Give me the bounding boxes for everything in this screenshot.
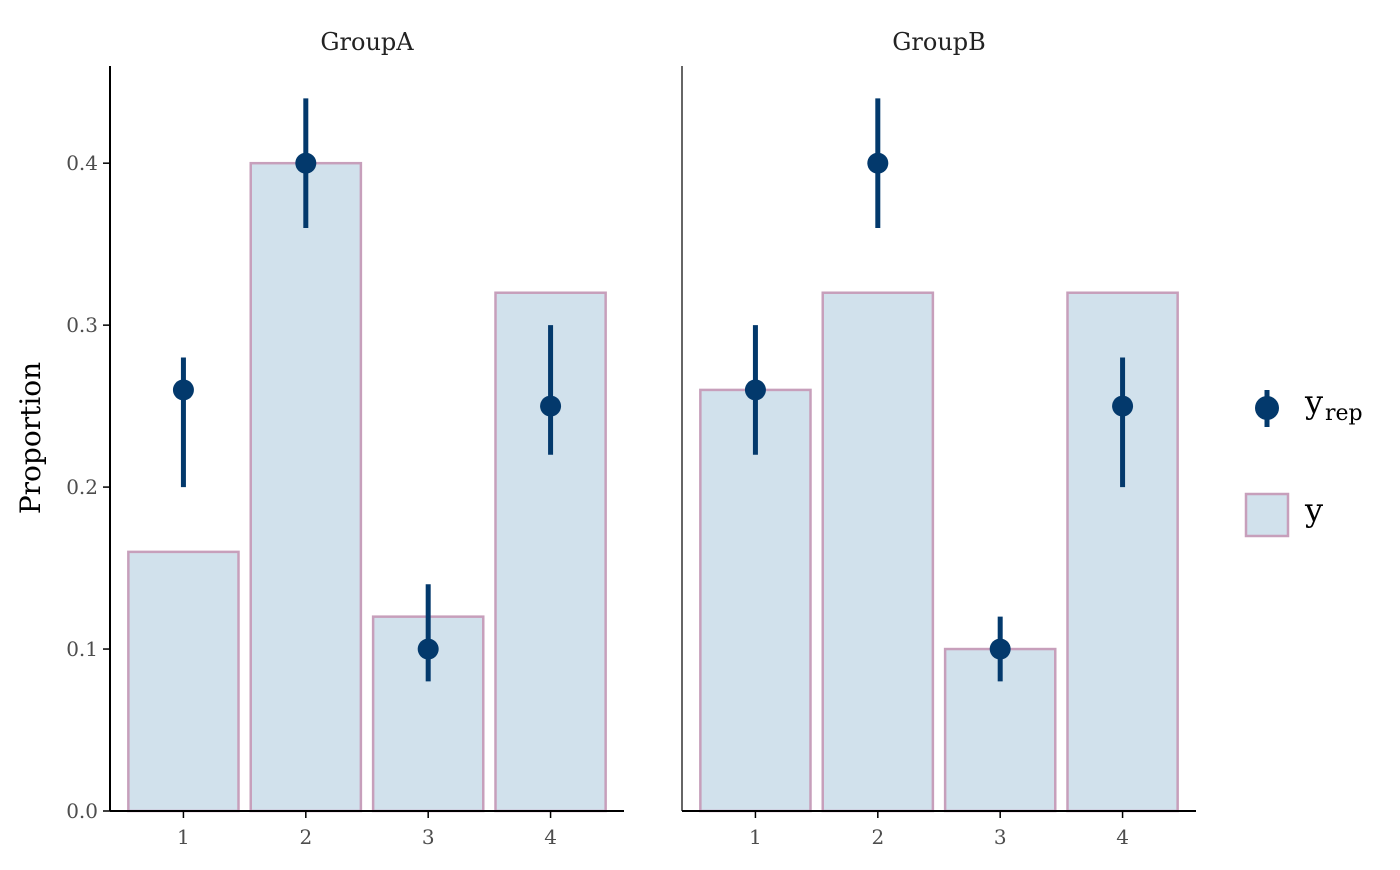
y-tick-label: 0.1	[66, 637, 98, 661]
legend-yrep-point	[1255, 396, 1279, 420]
x-tick-label: 2	[299, 825, 312, 849]
legend-yrep-label: y	[1304, 383, 1323, 421]
bar	[821, 291, 935, 813]
y-tick-label: 0.4	[66, 151, 98, 175]
x-tick-label: 3	[422, 825, 435, 849]
x-tick-label: 4	[544, 825, 557, 849]
x-tick-label: 3	[994, 825, 1007, 849]
yrep-point	[744, 379, 766, 401]
x-tick-label: 1	[177, 825, 190, 849]
panels-layer: GroupA 1 2 3 4 0.0 0.1 0.2 0.3 0.4 GroupB 1 2 3 4	[66, 28, 1196, 849]
legend-item-y: y	[1244, 491, 1323, 538]
x-tick-label: 4	[1116, 825, 1129, 849]
bar	[699, 388, 812, 813]
panel-title: GroupA	[320, 28, 414, 56]
y-axis-title: Proportion	[14, 362, 47, 514]
yrep-point	[1112, 395, 1134, 417]
legend-y-label: y	[1304, 491, 1323, 529]
legend-yrep-subscript: rep	[1325, 401, 1363, 426]
legend-item-yrep: y rep	[1255, 383, 1363, 427]
yrep-point	[417, 638, 439, 660]
yrep-point	[867, 152, 889, 174]
legend-y-swatch	[1244, 492, 1290, 538]
yrep-point	[295, 152, 317, 174]
y-tick-label: 0.0	[66, 799, 98, 823]
panel-title: GroupB	[892, 28, 986, 56]
panel-GroupB: GroupB 1 2 3 4	[681, 28, 1196, 849]
yrep-point	[540, 395, 562, 417]
bar	[249, 161, 363, 813]
x-tick-label: 2	[871, 825, 884, 849]
y-tick-label: 0.2	[66, 475, 98, 499]
x-tick-label: 1	[749, 825, 762, 849]
bar	[127, 550, 240, 813]
yrep-point	[989, 638, 1011, 660]
panel-GroupA: GroupA 1 2 3 4 0.0 0.1 0.2 0.3 0.4	[66, 28, 624, 849]
y-tick-label: 0.3	[66, 313, 98, 337]
yrep-point	[172, 379, 194, 401]
